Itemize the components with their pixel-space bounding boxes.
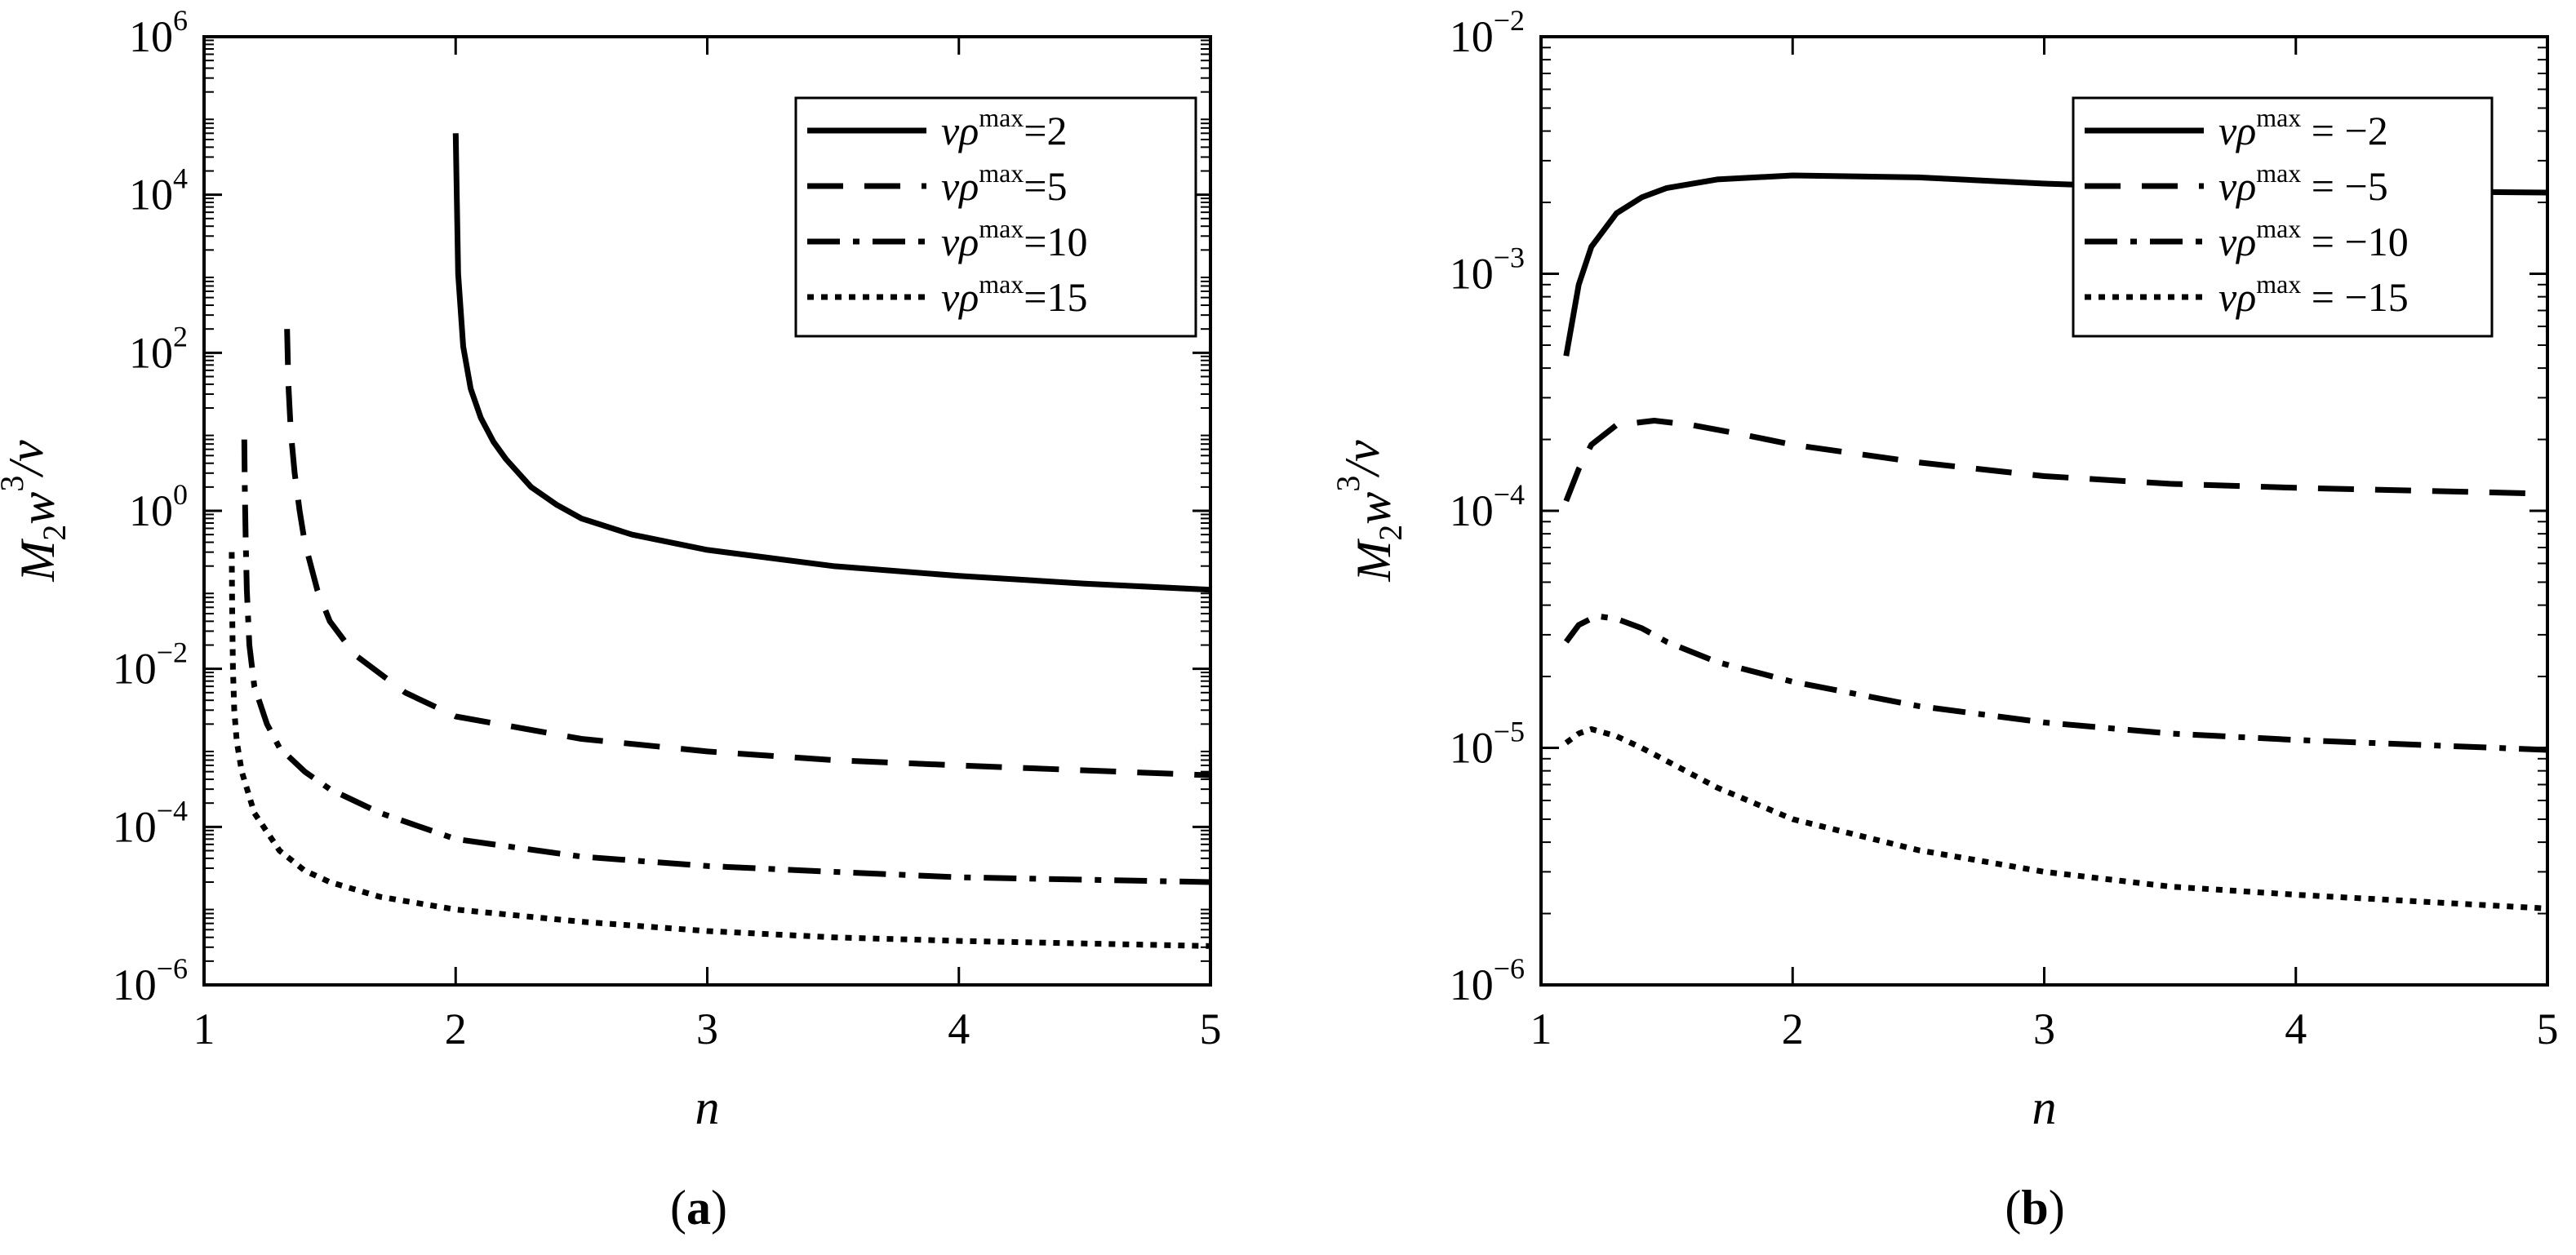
y-tick-label: 100 [129,478,188,535]
panel-a-chart: 10−6 10−4 10−2 100 102 104 106 1 2 3 4 5 n M2w3/v vρma… [0,4,1222,1134]
y-tick-label: 10−4 [113,794,188,851]
series-line-4 [1564,726,2547,911]
y-tick-label: 102 [129,320,188,377]
series-line-4 [229,552,1210,949]
x-tick-label: 2 [1782,1004,1804,1053]
x-tick-label: 1 [1530,1004,1552,1053]
series-line-3 [241,439,1210,885]
series-line-2 [1563,418,2547,503]
y-tick-label: 10−4 [1450,478,1525,535]
x-tick-label: 5 [1200,1004,1222,1053]
y-tick-label: 10−2 [1450,4,1525,61]
panel-a-caption: (a) [670,1181,727,1235]
y-tick-label: 106 [129,4,188,61]
x-tick-label: 4 [2285,1004,2307,1053]
legend-entry-3: vρmax=10 [941,214,1088,264]
legend-entry-1: vρmax=2 [941,103,1068,153]
panel-b-caption: (b) [2005,1181,2064,1235]
legend-entry-2: vρmax = −5 [2218,158,2388,209]
series-line-1 [452,133,1210,593]
x-tick-label: 1 [193,1004,215,1053]
x-tick-label: 2 [445,1004,467,1053]
x-tick-label: 5 [2537,1004,2559,1053]
y-axis-label: M2w3/v [1330,440,1409,583]
series-line-2 [284,329,1210,778]
legend-entry-3: vρmax = −10 [2218,214,2409,264]
legend-box [794,96,1197,338]
legend-entry-4: vρmax = −15 [2218,269,2409,320]
panel-b-chart: 10−6 10−5 10−4 10−3 10−2 1 2 3 4 5 n M2w3/v vρmax = … [1330,4,2559,1134]
legend-entry-4: vρmax=15 [941,269,1088,320]
plot-frame [202,35,1212,987]
y-tick-label: 10−6 [113,952,188,1009]
plot-frame [1539,35,2549,987]
y-tick-label: 104 [129,162,188,220]
x-tick-label: 4 [948,1004,970,1053]
y-tick-label: 10−5 [1450,716,1525,773]
x-tick-label: 3 [696,1004,718,1053]
x-tick-label: 3 [2033,1004,2055,1053]
y-tick-label: 10−3 [1450,242,1525,299]
legend-entry-1: vρmax = −2 [2218,103,2388,153]
y-tick-label: 10−6 [1450,952,1525,1009]
y-axis-label: M2w3/v [0,440,73,583]
y-tick-label: 10−2 [113,636,188,694]
x-axis-label: n [695,1080,720,1134]
legend-entry-2: vρmax=5 [941,158,1068,209]
series-group [229,133,1210,949]
x-axis-label: n [2032,1080,2057,1134]
series-line-3 [1563,613,2547,753]
